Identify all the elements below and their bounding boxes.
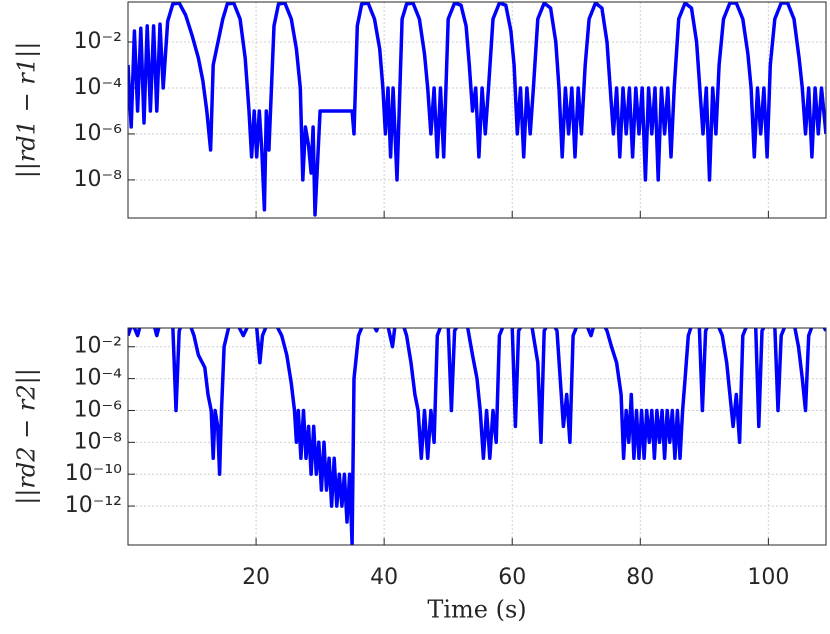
y-tick-label: 10⁻⁴ — [74, 75, 123, 100]
x-tick-label: 100 — [747, 565, 789, 590]
x-tick-label: 80 — [626, 565, 654, 590]
y-axis-label: ||rd2 − r2|| — [13, 368, 42, 505]
axes-frame — [127, 1, 827, 219]
y-tick-label: 10⁻² — [74, 334, 122, 359]
x-tick-label: 60 — [498, 565, 526, 590]
y-tick-label: 10⁻² — [74, 29, 122, 54]
plot-area — [128, 328, 826, 545]
data-line — [128, 328, 826, 545]
x-tick-label: 40 — [370, 565, 398, 590]
x-axis-label: Time (s) — [427, 596, 526, 624]
y-tick-label: 10⁻⁶ — [74, 397, 123, 422]
y-tick-label: 10⁻⁸ — [74, 167, 123, 192]
y-tick-label: 10⁻⁸ — [74, 429, 123, 454]
axes-frame — [127, 327, 827, 546]
y-tick-label: 10⁻⁶ — [74, 121, 123, 146]
y-axis-label: ||rd1 − r1|| — [13, 42, 42, 179]
y-tick-label: 10⁻¹⁰ — [65, 461, 122, 486]
y-tick-label: 10⁻¹² — [65, 493, 122, 518]
y-tick-label: 10⁻⁴ — [74, 366, 123, 391]
data-line — [128, 2, 826, 217]
x-tick-label: 20 — [242, 565, 270, 590]
